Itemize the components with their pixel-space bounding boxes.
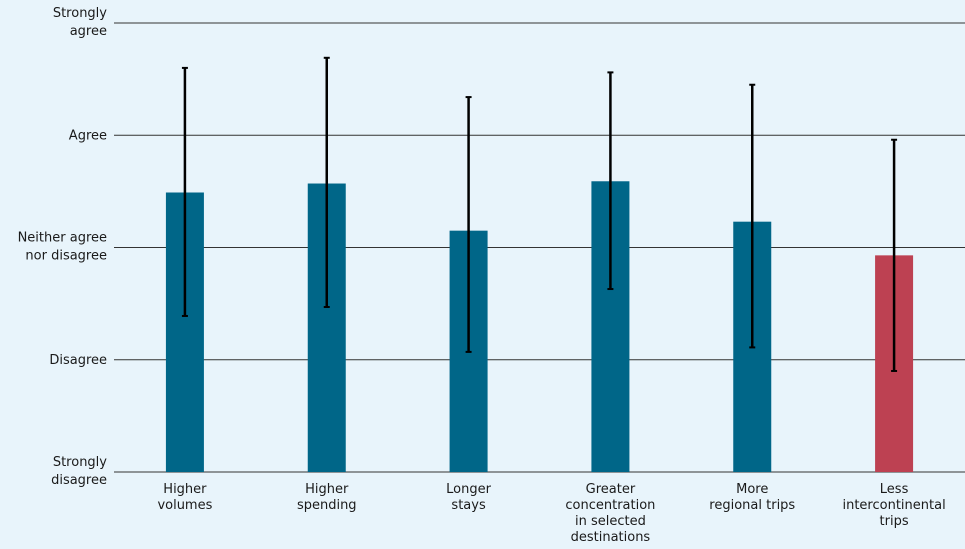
x-category-label-line: stays (451, 498, 486, 513)
x-category-label: Higher volumes (157, 482, 212, 513)
x-category-label: Longer stays (446, 482, 491, 513)
gridlines (114, 22, 965, 473)
y-axis-tick-labels: Strongly agree Agree Neither agree nor disag… (18, 6, 108, 488)
y-tick-label: Agree (69, 128, 107, 143)
x-category-label-line: Higher (163, 482, 207, 497)
y-tick-label: Disagree (49, 353, 107, 368)
x-category-label: Less intercontinental trips (842, 482, 945, 529)
x-category-label-line: Higher (305, 482, 349, 497)
x-category-label-line: intercontinental (842, 498, 945, 513)
x-category-label-line: regional trips (709, 498, 795, 513)
x-category-label-line: in selected (575, 514, 646, 529)
y-tick-label-line: Strongly (53, 455, 107, 470)
y-tick-label-line: Neither agree (18, 231, 107, 246)
x-category-label-line: Less (880, 482, 909, 497)
x-category-label-line: Greater (586, 482, 636, 497)
y-tick-label-line: Disagree (49, 353, 107, 368)
x-category-label-line: concentration (565, 498, 655, 513)
y-tick-label: Neither agree nor disagree (18, 231, 107, 264)
x-category-label-line: More (736, 482, 768, 497)
x-category-label-line: Longer (446, 482, 491, 497)
y-tick-label: Strongly agree (53, 6, 107, 39)
y-tick-label-line: Strongly (53, 6, 107, 21)
x-category-label: More regional trips (709, 482, 795, 513)
x-category-label-line: spending (297, 498, 357, 513)
bars (165, 181, 914, 472)
x-category-label-line: trips (880, 514, 909, 529)
x-category-label: Higher spending (297, 482, 357, 513)
x-category-label: Greater concentration in selected destinati… (565, 482, 655, 545)
error-bars (181, 56, 898, 372)
y-tick-label: Strongly disagree (51, 455, 107, 488)
y-tick-label-line: disagree (51, 473, 107, 488)
y-tick-label-line: agree (70, 24, 107, 39)
y-tick-label-line: Agree (69, 128, 107, 143)
x-category-label-line: volumes (157, 498, 212, 513)
y-tick-label-line: nor disagree (25, 249, 107, 264)
x-category-label-line: destinations (571, 530, 651, 545)
